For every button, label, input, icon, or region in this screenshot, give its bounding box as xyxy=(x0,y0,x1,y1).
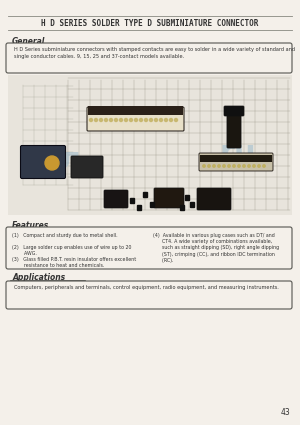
Circle shape xyxy=(258,165,260,167)
Bar xyxy=(180,205,184,210)
FancyBboxPatch shape xyxy=(224,106,244,116)
Bar xyxy=(130,198,134,203)
Circle shape xyxy=(238,165,240,167)
Text: (1)   Compact and sturdy due to metal shell.: (1) Compact and sturdy due to metal shel… xyxy=(12,233,118,238)
Circle shape xyxy=(145,119,148,122)
Circle shape xyxy=(130,119,133,122)
Circle shape xyxy=(45,156,59,170)
Text: (2)   Large solder cup enables use of wire up to 20
        AWG.: (2) Large solder cup enables use of wire… xyxy=(12,245,131,256)
Circle shape xyxy=(253,165,255,167)
FancyBboxPatch shape xyxy=(6,227,292,269)
FancyBboxPatch shape xyxy=(71,156,103,178)
Text: General: General xyxy=(12,37,45,46)
FancyBboxPatch shape xyxy=(154,188,184,208)
Text: H D Series subminiature connectors with stamped contacts are easy to solder in a: H D Series subminiature connectors with … xyxy=(14,47,295,59)
Text: 43: 43 xyxy=(280,408,290,417)
Circle shape xyxy=(110,119,112,122)
Circle shape xyxy=(218,165,220,167)
Text: Computers, peripherals and terminals, control equipment, radio equipment, and me: Computers, peripherals and terminals, co… xyxy=(14,285,279,290)
Text: ru: ru xyxy=(220,139,256,167)
Circle shape xyxy=(140,119,142,122)
Circle shape xyxy=(243,165,245,167)
Circle shape xyxy=(203,165,205,167)
FancyBboxPatch shape xyxy=(200,155,272,162)
Circle shape xyxy=(160,119,163,122)
FancyBboxPatch shape xyxy=(199,153,273,171)
FancyBboxPatch shape xyxy=(88,106,183,115)
Circle shape xyxy=(169,119,172,122)
Bar xyxy=(143,192,147,197)
Circle shape xyxy=(154,119,158,122)
Circle shape xyxy=(94,119,98,122)
Circle shape xyxy=(263,165,265,167)
Bar xyxy=(137,205,141,210)
Circle shape xyxy=(208,165,210,167)
Circle shape xyxy=(104,119,107,122)
Circle shape xyxy=(149,119,152,122)
Bar xyxy=(185,195,189,200)
FancyBboxPatch shape xyxy=(227,108,241,148)
Text: H D SERIES SOLDER TYPE D SUBMINIATURE CONNECTOR: H D SERIES SOLDER TYPE D SUBMINIATURE CO… xyxy=(41,19,259,28)
Circle shape xyxy=(175,119,178,122)
Circle shape xyxy=(228,165,230,167)
Text: (3)   Glass filled P.B.T. resin insulator offers excellent
        resistance to: (3) Glass filled P.B.T. resin insulator … xyxy=(12,257,136,268)
FancyBboxPatch shape xyxy=(8,75,292,215)
FancyBboxPatch shape xyxy=(6,43,292,73)
FancyBboxPatch shape xyxy=(20,145,65,178)
Circle shape xyxy=(100,119,103,122)
Text: Features: Features xyxy=(12,221,49,230)
Circle shape xyxy=(223,165,225,167)
Circle shape xyxy=(124,119,128,122)
Circle shape xyxy=(134,119,137,122)
Circle shape xyxy=(115,119,118,122)
FancyBboxPatch shape xyxy=(104,190,128,208)
Circle shape xyxy=(248,165,250,167)
Circle shape xyxy=(89,119,92,122)
FancyBboxPatch shape xyxy=(197,188,231,210)
Text: Applications: Applications xyxy=(12,273,65,282)
Circle shape xyxy=(164,119,167,122)
Bar xyxy=(150,202,154,207)
Circle shape xyxy=(233,165,235,167)
FancyBboxPatch shape xyxy=(6,281,292,309)
Text: (4)  Available in various plug cases such as DT/ and
      CT4. A wide variety o: (4) Available in various plug cases such… xyxy=(153,233,279,263)
Text: э л: э л xyxy=(30,145,81,175)
Circle shape xyxy=(213,165,215,167)
Bar xyxy=(190,202,194,207)
FancyBboxPatch shape xyxy=(87,107,184,131)
Circle shape xyxy=(119,119,122,122)
